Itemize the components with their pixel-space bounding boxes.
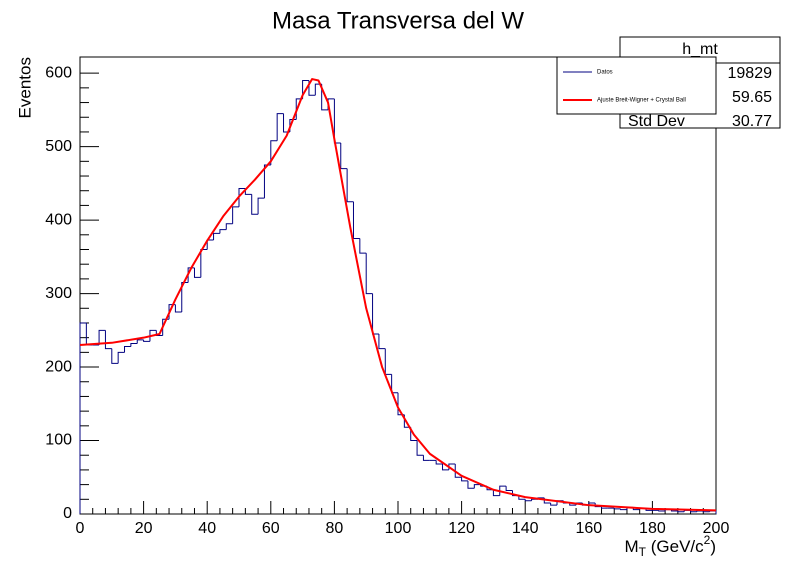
x-tick-label: 0	[76, 520, 85, 537]
histogram-bin	[613, 508, 621, 510]
histogram-bin	[136, 339, 144, 344]
x-tick-label: 180	[639, 520, 666, 537]
histogram-bin	[524, 499, 532, 502]
histogram-bin	[321, 84, 329, 111]
y-tick-label: 600	[45, 64, 72, 81]
histogram-bin	[346, 168, 354, 203]
x-tick-label: 80	[326, 520, 344, 537]
histogram-bin	[104, 330, 112, 350]
histogram-bin	[550, 502, 557, 506]
histogram-bin	[384, 348, 392, 375]
histogram-bin	[467, 480, 475, 489]
histogram-bin	[473, 484, 481, 489]
histogram-bin	[372, 293, 379, 335]
legend-box	[556, 56, 717, 115]
fit-line	[79, 78, 717, 512]
histogram-bin	[435, 460, 443, 465]
y-tick-label: 0	[63, 505, 72, 522]
histogram-bin	[257, 197, 265, 215]
x-tick-label: 200	[703, 520, 730, 537]
stats-value: 59.65	[732, 89, 772, 106]
histogram-bin	[333, 98, 341, 144]
x-tick-label: 160	[575, 520, 602, 537]
histogram-bin	[143, 339, 150, 342]
x-tick-label: 40	[198, 520, 216, 537]
stats-value: 19829	[728, 65, 773, 82]
histogram-bin	[238, 188, 246, 207]
histogram-bin	[690, 510, 697, 513]
histogram-bin	[340, 142, 348, 170]
histogram-bin	[219, 229, 227, 234]
histogram-bin	[499, 485, 507, 496]
x-tick-label: 60	[262, 520, 280, 537]
histogram-bin	[263, 164, 271, 199]
histogram-bin	[200, 248, 208, 278]
x-tick-label: 140	[512, 520, 539, 537]
histogram-bin	[702, 511, 710, 513]
y-tick-label: 200	[45, 358, 72, 375]
histogram-bin	[454, 464, 462, 478]
histogram-bin	[677, 511, 685, 513]
x-label-part: )	[710, 537, 716, 556]
y-axis-label: Eventos	[15, 57, 34, 118]
histogram-bin	[696, 510, 704, 512]
histogram-bin	[251, 194, 259, 215]
y-tick-label: 100	[45, 432, 72, 449]
x-axis-label: MT (GeV/c2)	[625, 533, 717, 559]
histogram-bin	[174, 304, 182, 313]
histogram-bin	[181, 282, 189, 312]
x-label-sub: T	[639, 545, 647, 559]
histogram-bin	[276, 113, 284, 141]
x-tick-label: 20	[135, 520, 153, 537]
histogram-bin	[442, 464, 449, 471]
histogram-bin	[601, 506, 608, 509]
histogram-bin	[225, 223, 233, 230]
x-label-part: (GeV/c	[646, 537, 704, 556]
histogram-bin	[98, 329, 106, 346]
histogram-bin	[79, 322, 87, 514]
x-tick-label: 100	[385, 520, 412, 537]
legend-label: Ajuste Breit-Wigner + Crystal Ball	[597, 98, 686, 104]
x-tick-label: 120	[448, 520, 475, 537]
histogram-bin	[422, 455, 430, 461]
stats-value: 30.77	[732, 113, 772, 130]
histogram-bin	[270, 140, 278, 166]
histogram-bin	[85, 322, 93, 346]
legend-label: Datos	[597, 70, 613, 76]
x-label-sup: 2	[704, 533, 711, 547]
stats-title: h_mt	[682, 41, 718, 58]
histogram-bin	[461, 477, 468, 482]
y-tick-label: 500	[45, 138, 72, 155]
histogram-bin	[232, 206, 239, 224]
histogram-bin	[302, 80, 309, 99]
histogram-bin	[620, 508, 627, 511]
histogram-bin	[505, 486, 513, 491]
histogram-bin	[111, 348, 119, 364]
histogram-bin	[124, 345, 131, 353]
histogram-bin	[359, 238, 367, 254]
histogram-bin	[391, 374, 398, 394]
histogram-bin	[352, 201, 360, 239]
histogram-bin	[365, 253, 373, 295]
y-tick-label: 300	[45, 285, 72, 302]
histogram-bin	[193, 267, 201, 278]
histogram-bin	[206, 239, 214, 250]
x-label-part: M	[625, 537, 639, 556]
histogram-bin	[416, 440, 424, 456]
histogram-bin	[518, 495, 526, 500]
histogram-bin	[117, 351, 125, 364]
stats-label: Std Dev	[628, 113, 685, 130]
histogram-bin	[149, 329, 157, 342]
y-tick-label: 400	[45, 211, 72, 228]
histogram-bin	[658, 510, 666, 512]
chart-title: Masa Transversa del W	[272, 7, 524, 34]
histogram-bin	[378, 333, 386, 350]
histogram-bin	[410, 427, 418, 442]
histogram-bin	[492, 489, 500, 497]
histogram-bin	[130, 343, 138, 347]
histogram-bin	[213, 232, 220, 240]
